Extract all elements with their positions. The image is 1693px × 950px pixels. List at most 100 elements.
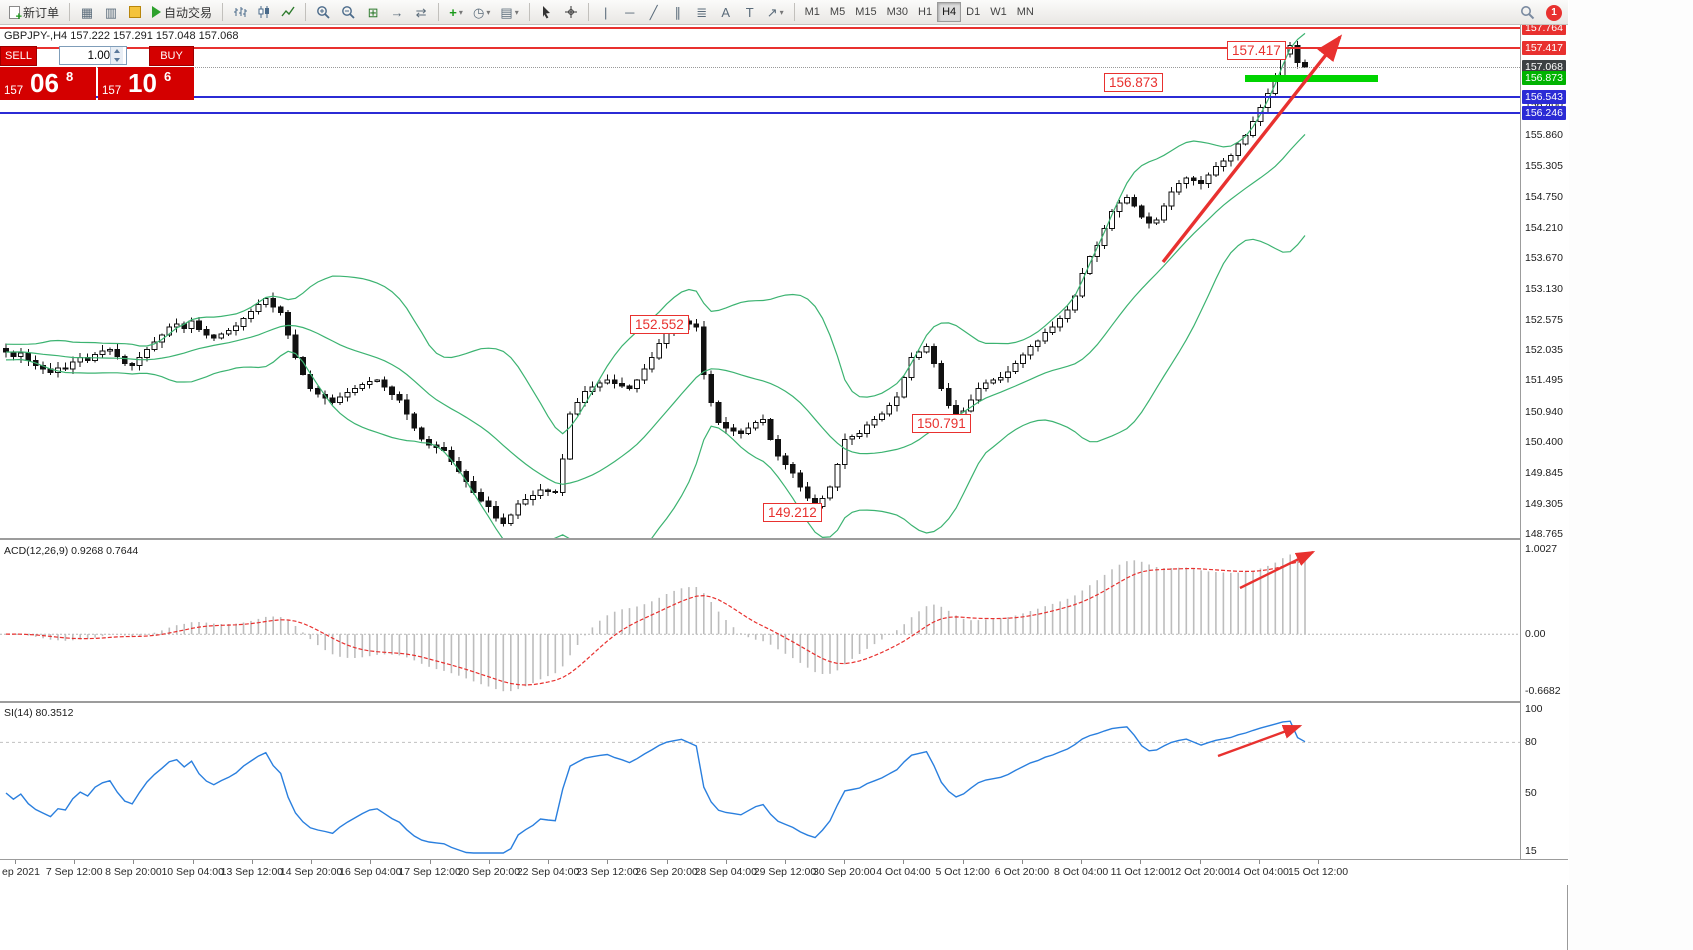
price-level-line[interactable] [0,46,1520,49]
notification-badge[interactable]: 1 [1546,4,1562,21]
arrows-button[interactable]: ↗ ▾ [763,2,788,23]
volume-input[interactable] [60,48,110,63]
new-order-button[interactable]: 新订单 [5,2,63,23]
data-window-icon: ▥ [104,4,118,20]
periods-button[interactable]: ◷ ▾ [469,2,494,23]
timeframe-button-M1[interactable]: M1 [804,6,820,18]
metaeditor-button[interactable] [124,2,146,23]
price-tick: 153.130 [1525,282,1563,295]
auto-trading-button[interactable]: 自动交易 [148,2,216,23]
macd-pane[interactable] [0,541,1520,701]
price-level-line[interactable] [1245,74,1378,82]
price-callout[interactable]: 152.552 [630,315,689,334]
rsi-pane[interactable] [0,703,1520,857]
fibonacci-button[interactable]: ≣ [691,2,713,23]
time-tick-mark [311,860,313,864]
desktop-background [1569,0,1693,950]
rsi-scale-tick: 80 [1525,736,1537,749]
ask-sup-digit: 6 [164,69,172,84]
timeframe-button-M30[interactable]: M30 [886,6,908,18]
rsi-scale-tick: 15 [1525,845,1537,857]
price-marker: 157.068 [1522,60,1566,75]
price-level-line[interactable] [0,66,1520,68]
candlestick-chart[interactable] [0,25,1520,538]
templates-button[interactable]: ▤ ▾ [496,2,522,23]
toolbar-separator [793,3,795,21]
sell-button[interactable]: SELL [0,45,37,66]
timeframe-button-M15[interactable]: M15 [855,6,877,18]
chart-plot[interactable]: GBPJPY-,H4 157.222 157.291 157.048 157.0… [0,25,1520,538]
timeframe-button-MN[interactable]: MN [1016,6,1034,18]
buy-button[interactable]: BUY [149,45,194,66]
chart-shift-button[interactable]: ⇄ [410,2,432,23]
text-label-button[interactable]: T [739,2,761,23]
volume-up-button[interactable] [111,47,123,56]
chart-window: GBPJPY-,H4 157.222 157.291 157.048 157.0… [0,21,1568,950]
price-callout[interactable]: 157.417 [1227,41,1286,60]
volume-field [59,46,127,65]
toolbar-separator [587,3,589,21]
price-level-line[interactable] [0,27,1520,29]
price-tick: 149.305 [1525,497,1563,510]
time-label: 6 Oct 20:00 [994,866,1050,878]
pane-splitter[interactable] [0,701,1568,703]
volume-down-button[interactable] [111,55,123,64]
bid-price-box[interactable]: 157 06 8 [0,67,96,100]
price-callout[interactable]: 156.873 [1104,73,1163,92]
search-button[interactable] [1516,2,1539,23]
indicators-button[interactable]: + ▾ [445,2,467,23]
macd-scale-tick: 1.0027 [1525,543,1558,555]
cursor-button[interactable] [536,2,558,23]
timeframe-button-M5[interactable]: M5 [829,6,846,18]
data-window-button[interactable]: ▥ [100,2,122,23]
channel-button[interactable]: ∥ [667,2,689,23]
time-label: 8 Oct 04:00 [1053,866,1109,878]
price-callout[interactable]: 150.791 [912,414,971,433]
timeframe-button-D1[interactable]: D1 [966,6,981,18]
crosshair-button[interactable] [560,2,582,23]
price-level-line[interactable] [0,112,1520,115]
auto-scroll-button[interactable]: → [386,2,408,23]
timeframe-button-H1[interactable]: H1 [918,6,933,18]
time-tick-mark [1021,860,1023,864]
trendline-button[interactable]: ╱ [643,2,665,23]
price-callout[interactable]: 149.212 [763,503,822,522]
horizontal-line-button[interactable]: ─ [619,2,641,23]
time-label: 14 Sep 20:00 [279,866,343,878]
time-label: 30 Sep 20:00 [812,866,876,878]
bar-chart-icon [234,7,248,17]
vertical-line-button[interactable]: | [595,2,617,23]
time-tick-mark [1081,860,1083,864]
cursor-icon [543,6,551,19]
fibonacci-icon: ≣ [696,4,708,20]
tile-windows-icon: ⊞ [367,4,379,20]
zoom-in-icon [317,5,330,19]
candlestick-chart-button[interactable] [253,2,275,23]
price-tick: 150.940 [1525,405,1563,418]
timeframe-button-W1[interactable]: W1 [990,6,1007,18]
tile-windows-button[interactable]: ⊞ [362,2,384,23]
zoom-out-button[interactable] [337,2,360,23]
profiles-button[interactable]: ▦ [76,2,98,23]
bid-big-digits: 06 [30,68,59,98]
text-button[interactable]: A [715,2,737,23]
channel-icon: ∥ [674,4,681,20]
indicators-plus-icon: + [449,4,457,20]
zoom-in-button[interactable] [312,2,335,23]
price-level-line[interactable] [0,95,1520,98]
time-label: 14 Oct 04:00 [1228,866,1289,878]
timeframe-button-H4[interactable]: H4 [937,2,962,22]
macd-scale-tick: -0.6682 [1525,685,1561,697]
ask-price-box[interactable]: 157 10 6 [98,67,194,100]
pane-splitter[interactable] [0,538,1568,540]
new-order-icon [9,5,22,23]
auto-scroll-icon: → [390,4,404,20]
toolbar-separator [222,3,224,21]
clock-icon: ◷ [473,4,485,20]
time-tick-mark [251,860,253,864]
bar-chart-button[interactable] [229,2,251,23]
auto-trading-icon [152,6,162,18]
line-chart-button[interactable] [277,2,299,23]
time-axis[interactable]: ep 2021 7 Sep 12:00 8 Sep 20:00 10 Sep 04:0… [0,859,1568,885]
price-axis[interactable]: 156.400 155.860 155.305 154.750 154.210 153.6… [1520,21,1568,859]
